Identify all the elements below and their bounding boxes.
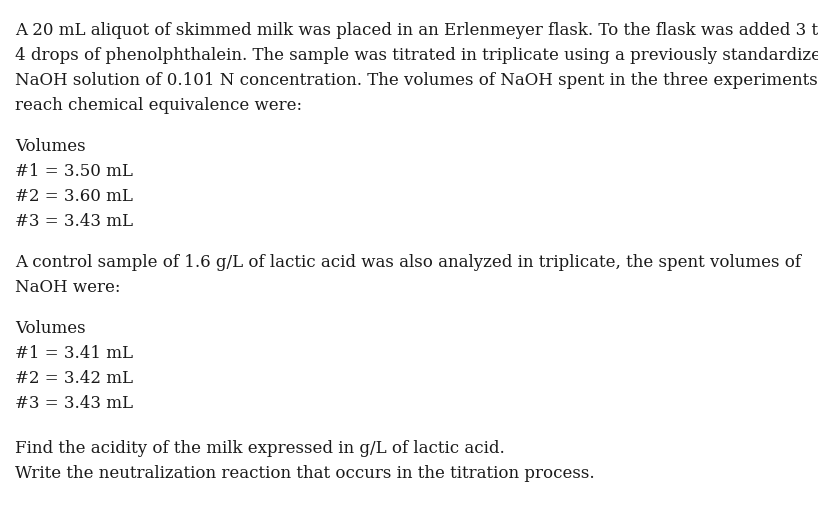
Text: Volumes: Volumes	[15, 320, 86, 337]
Text: #1 = 3.50 mL: #1 = 3.50 mL	[15, 163, 133, 180]
Text: A 20 mL aliquot of skimmed milk was placed in an Erlenmeyer flask. To the flask : A 20 mL aliquot of skimmed milk was plac…	[15, 22, 818, 39]
Text: #3 = 3.43 mL: #3 = 3.43 mL	[15, 213, 133, 230]
Text: reach chemical equivalence were:: reach chemical equivalence were:	[15, 97, 302, 114]
Text: A control sample of 1.6 g/L of lactic acid was also analyzed in triplicate, the : A control sample of 1.6 g/L of lactic ac…	[15, 254, 801, 271]
Text: #1 = 3.41 mL: #1 = 3.41 mL	[15, 345, 133, 362]
Text: 4 drops of phenolphthalein. The sample was titrated in triplicate using a previo: 4 drops of phenolphthalein. The sample w…	[15, 47, 818, 64]
Text: Find the acidity of the milk expressed in g/L of lactic acid.: Find the acidity of the milk expressed i…	[15, 440, 505, 457]
Text: Volumes: Volumes	[15, 138, 86, 155]
Text: NaOH solution of 0.101 N concentration. The volumes of NaOH spent in the three e: NaOH solution of 0.101 N concentration. …	[15, 72, 818, 89]
Text: NaOH were:: NaOH were:	[15, 279, 120, 296]
Text: #2 = 3.60 mL: #2 = 3.60 mL	[15, 188, 133, 205]
Text: #3 = 3.43 mL: #3 = 3.43 mL	[15, 395, 133, 412]
Text: #2 = 3.42 mL: #2 = 3.42 mL	[15, 370, 133, 387]
Text: Write the neutralization reaction that occurs in the titration process.: Write the neutralization reaction that o…	[15, 465, 595, 482]
